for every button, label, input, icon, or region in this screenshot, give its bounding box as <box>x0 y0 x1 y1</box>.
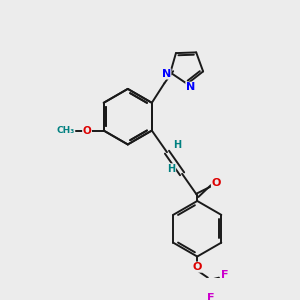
Text: CH₃: CH₃ <box>56 126 75 135</box>
Text: H: H <box>172 140 181 150</box>
Text: O: O <box>193 262 202 272</box>
Text: N: N <box>162 69 171 79</box>
Text: F: F <box>221 270 228 280</box>
Text: H: H <box>167 164 175 174</box>
Text: F: F <box>207 293 214 300</box>
Text: N: N <box>186 82 195 92</box>
Text: O: O <box>212 178 221 188</box>
Text: O: O <box>83 126 92 136</box>
